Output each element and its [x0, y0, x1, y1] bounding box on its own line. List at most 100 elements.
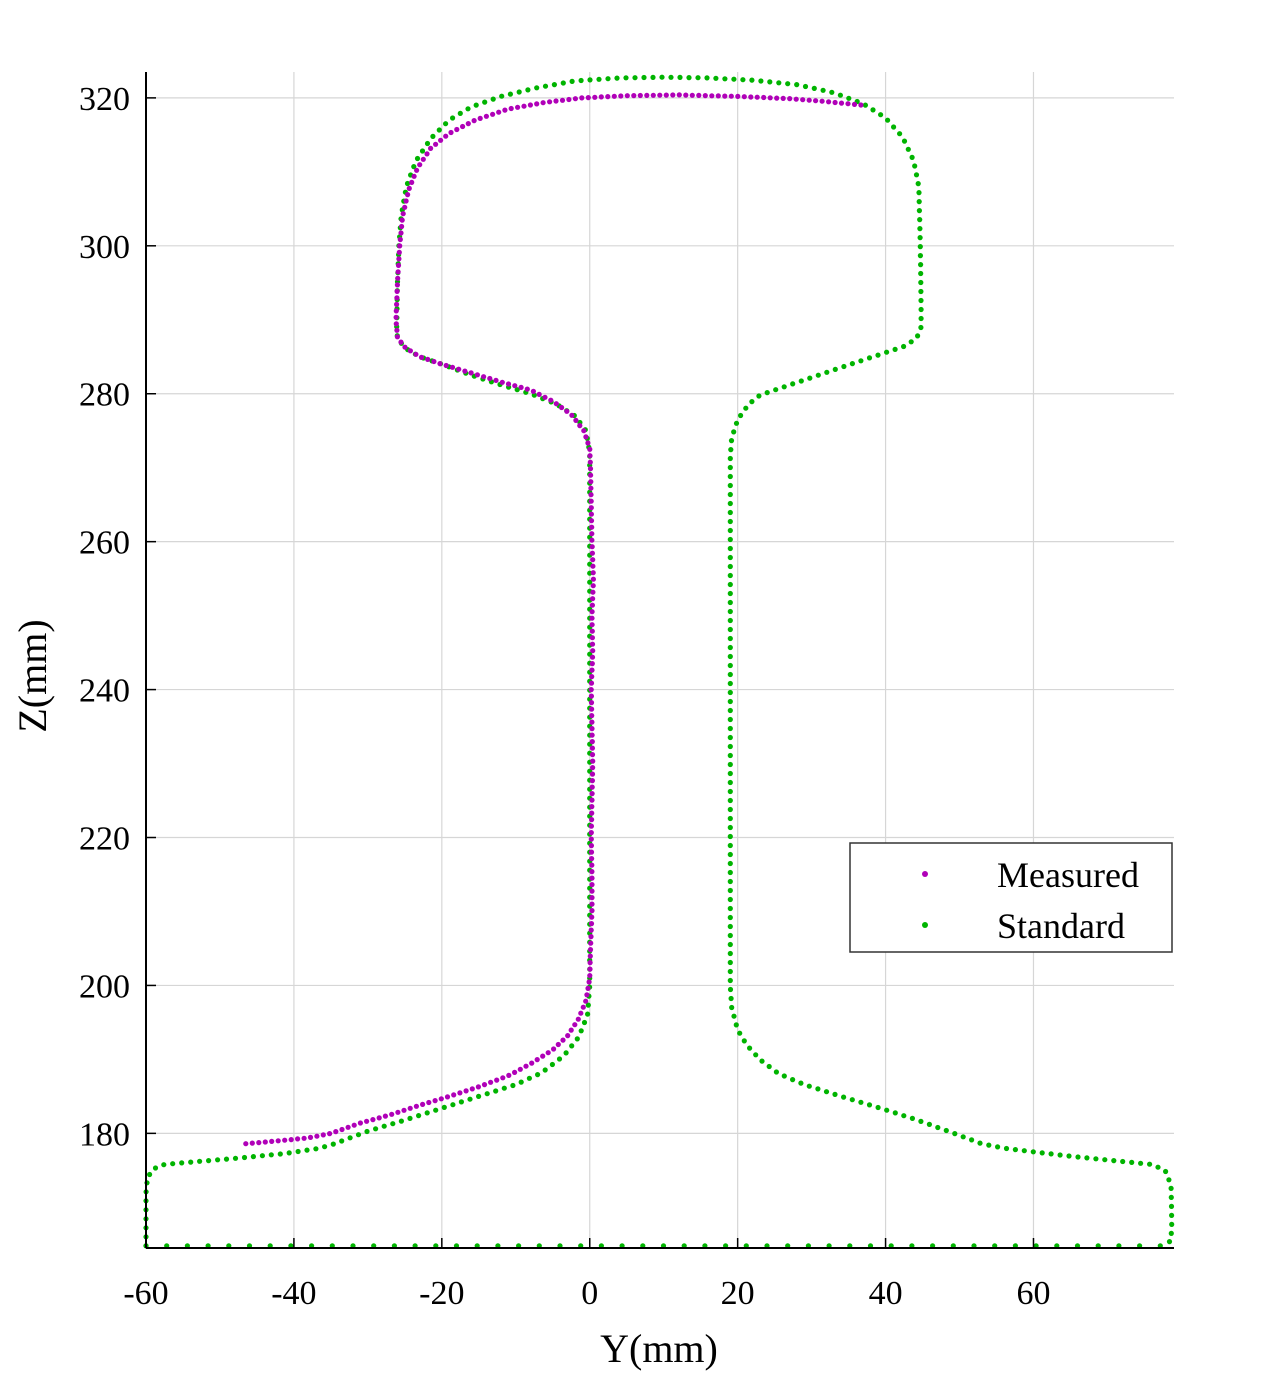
data-point: [901, 138, 908, 144]
data-point: [438, 137, 444, 143]
data-point: [572, 1022, 578, 1028]
data-point: [322, 1144, 328, 1150]
data-point: [313, 1146, 319, 1152]
data-point: [588, 485, 594, 491]
data-point: [588, 498, 594, 504]
data-point: [758, 78, 764, 84]
data-point: [733, 420, 740, 426]
data-point: [589, 901, 595, 907]
data-point: [918, 297, 924, 304]
data-point: [501, 1085, 507, 1091]
data-point: [454, 126, 460, 133]
data-point: [588, 927, 594, 933]
data-point: [727, 707, 733, 714]
data-point: [589, 732, 595, 738]
data-point: [727, 680, 733, 687]
data-point: [605, 94, 611, 100]
data-point: [395, 275, 401, 281]
data-point: [727, 779, 733, 786]
data-point: [713, 75, 719, 81]
data-point: [419, 148, 426, 154]
data-point: [588, 823, 595, 829]
data-point: [364, 1118, 370, 1124]
data-point: [590, 557, 596, 563]
data-point: [776, 80, 782, 86]
data-point: [589, 752, 596, 758]
data-point: [901, 1113, 907, 1119]
data-point: [1084, 1155, 1090, 1161]
x-tick-label: 40: [869, 1275, 903, 1312]
data-point: [441, 1104, 447, 1110]
data-point: [657, 92, 663, 98]
data-point: [727, 860, 733, 867]
data-point: [241, 1154, 248, 1161]
x-ticks: -60 -40 -20 0 20 40 60: [123, 1238, 1050, 1312]
data-point: [727, 851, 733, 858]
data-point: [534, 1057, 540, 1063]
data-point: [433, 1107, 439, 1113]
data-point: [351, 1122, 357, 1128]
data-point: [588, 700, 595, 706]
data-point: [502, 107, 508, 113]
data-point: [686, 75, 692, 81]
data-point: [901, 343, 907, 350]
data-point: [589, 784, 595, 790]
data-point: [574, 1036, 580, 1042]
data-point: [400, 211, 406, 217]
data-point: [277, 1151, 283, 1157]
y-tick-label: 240: [79, 673, 130, 710]
data-point: [414, 155, 421, 162]
data-point: [589, 622, 595, 628]
data-point: [488, 1079, 494, 1085]
y-tick-label: 180: [79, 1116, 130, 1153]
data-point: [555, 1041, 561, 1048]
data-point: [393, 321, 399, 327]
data-point: [727, 473, 733, 480]
data-point: [420, 1101, 426, 1107]
data-point: [977, 1140, 983, 1146]
data-point: [409, 179, 415, 185]
data-point: [614, 75, 620, 81]
data-point: [866, 1102, 873, 1108]
data-point: [1102, 1157, 1108, 1163]
data-point: [589, 869, 595, 875]
data-point: [727, 986, 734, 993]
data-point: [256, 1140, 262, 1146]
data-point: [474, 372, 480, 378]
data-point: [589, 875, 595, 881]
x-tick-label: 60: [1016, 1275, 1050, 1312]
data-point: [589, 674, 595, 680]
data-point: [884, 1107, 890, 1113]
data-point: [399, 217, 405, 223]
data-point: [589, 602, 596, 608]
data-point: [589, 544, 595, 550]
data-point: [262, 1139, 268, 1145]
data-point: [589, 609, 595, 615]
y-tick-label: 200: [79, 968, 130, 1005]
data-point: [424, 151, 430, 157]
data-point: [288, 1137, 294, 1143]
data-point: [477, 115, 483, 121]
data-point: [741, 1038, 747, 1044]
data-point: [487, 375, 493, 382]
data-point: [727, 950, 733, 957]
data-point: [727, 662, 733, 669]
data-point: [722, 76, 728, 82]
data-point: [588, 687, 594, 693]
data-point: [416, 1113, 422, 1119]
data-point: [395, 262, 402, 268]
data-point: [508, 105, 514, 112]
data-point: [397, 243, 403, 249]
data-point: [565, 1033, 571, 1039]
data-point: [589, 810, 595, 816]
data-point: [728, 447, 734, 453]
data-point: [632, 75, 638, 81]
data-point: [589, 771, 596, 777]
data-point: [589, 778, 596, 784]
data-point: [394, 334, 400, 340]
data-point: [463, 1088, 469, 1094]
data-point: [727, 842, 733, 849]
data-point: [849, 361, 856, 367]
data-point: [587, 446, 593, 452]
data-point: [564, 408, 570, 414]
